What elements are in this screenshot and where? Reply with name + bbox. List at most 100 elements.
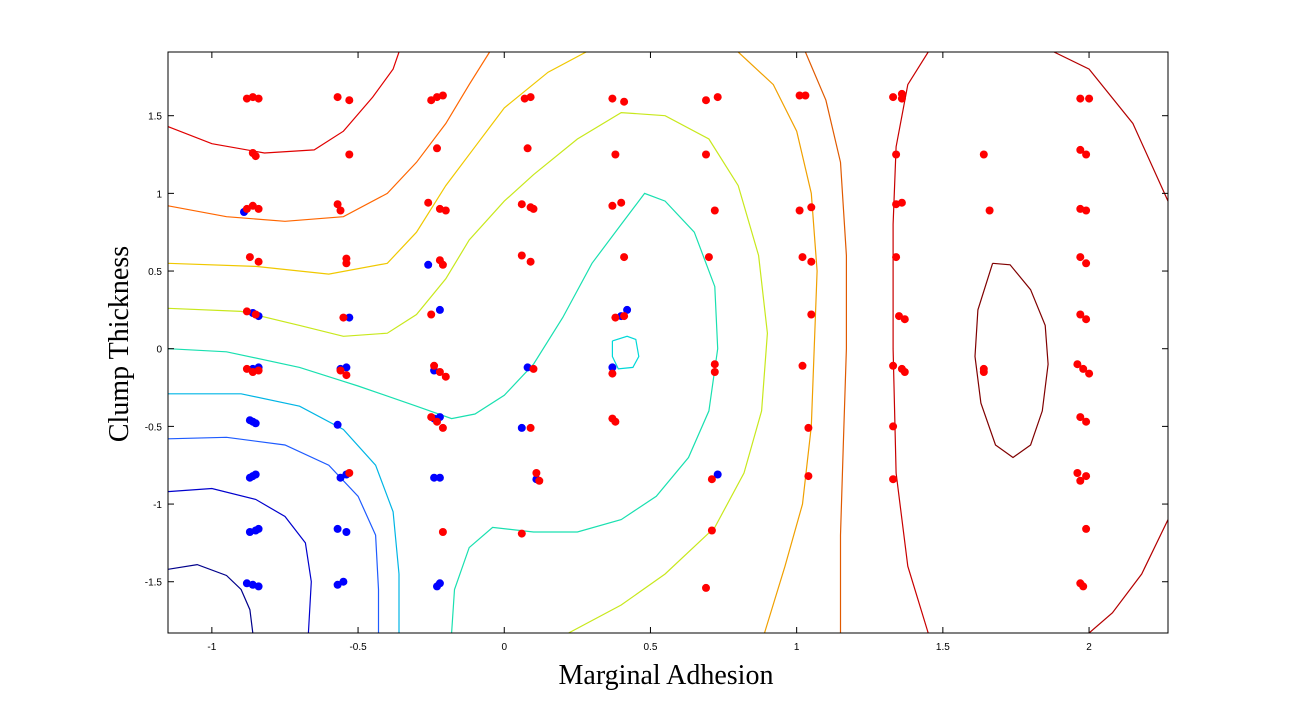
red-data-point bbox=[333, 200, 342, 209]
red-data-point bbox=[900, 368, 909, 376]
red-data-point bbox=[807, 257, 816, 266]
red-data-point bbox=[1076, 476, 1085, 485]
x-tick-label: -0.5 bbox=[349, 642, 367, 653]
red-data-point bbox=[889, 422, 898, 431]
red-data-point bbox=[1076, 253, 1085, 262]
blue-data-point bbox=[242, 579, 251, 588]
red-data-point bbox=[1082, 150, 1091, 159]
contour-line-11 bbox=[804, 52, 848, 633]
red-data-point bbox=[620, 253, 629, 262]
contour-line-16 bbox=[974, 262, 1049, 459]
blue-data-point bbox=[623, 305, 632, 314]
blue-data-point bbox=[245, 473, 254, 482]
red-data-point bbox=[889, 361, 898, 370]
contour-line-12 bbox=[168, 52, 400, 154]
red-data-point bbox=[900, 315, 909, 324]
red-data-point bbox=[713, 93, 722, 102]
red-data-point bbox=[339, 313, 348, 322]
red-data-point bbox=[254, 257, 263, 266]
contour-line-3 bbox=[168, 436, 380, 633]
red-data-point bbox=[251, 152, 260, 161]
red-data-point bbox=[707, 475, 716, 484]
red-data-point bbox=[535, 476, 544, 485]
y-tick-label: 0.5 bbox=[148, 267, 162, 278]
red-data-point bbox=[620, 312, 629, 321]
red-data-point bbox=[438, 423, 447, 432]
red-data-point bbox=[441, 206, 450, 215]
red-data-point bbox=[245, 253, 254, 262]
red-data-point bbox=[985, 206, 994, 215]
red-data-point bbox=[795, 91, 804, 100]
red-data-point bbox=[242, 364, 251, 373]
red-data-point bbox=[1082, 206, 1091, 215]
red-data-point bbox=[702, 150, 710, 159]
blue-data-point bbox=[336, 473, 345, 482]
contour-line-8 bbox=[168, 52, 587, 275]
red-data-point bbox=[523, 144, 532, 153]
red-data-point bbox=[424, 198, 433, 207]
blue-data-point bbox=[254, 524, 263, 533]
red-data-point bbox=[333, 93, 342, 102]
red-data-point bbox=[611, 417, 620, 426]
red-data-point bbox=[345, 150, 354, 159]
red-data-point bbox=[795, 206, 804, 215]
red-data-point bbox=[892, 253, 901, 262]
red-data-point bbox=[801, 91, 810, 100]
blue-data-point bbox=[713, 470, 722, 479]
red-data-point bbox=[608, 94, 617, 103]
red-data-point bbox=[897, 198, 906, 207]
red-data-point bbox=[702, 96, 710, 105]
red-data-point bbox=[608, 369, 617, 378]
red-data-point bbox=[242, 307, 251, 316]
red-data-point bbox=[342, 371, 351, 380]
blue-data-point bbox=[608, 363, 617, 372]
red-data-point bbox=[804, 472, 813, 481]
contour-line-7 bbox=[168, 111, 769, 633]
contour-line-10 bbox=[168, 52, 491, 222]
blue-data-point bbox=[333, 420, 342, 429]
red-data-point bbox=[807, 203, 816, 212]
blue-data-point bbox=[435, 305, 444, 314]
red-data-point bbox=[433, 144, 441, 153]
red-data-point bbox=[1082, 417, 1091, 426]
red-data-point bbox=[611, 150, 620, 159]
blue-data-point bbox=[435, 473, 444, 482]
red-data-point bbox=[889, 93, 898, 102]
blue-data-point bbox=[424, 260, 433, 269]
contour-line-5 bbox=[168, 192, 719, 633]
contour-layer bbox=[168, 52, 1168, 633]
blue-data-point bbox=[430, 473, 439, 482]
contour-line-13 bbox=[892, 52, 929, 633]
red-data-point bbox=[438, 91, 447, 100]
red-data-point bbox=[526, 93, 535, 102]
red-data-point bbox=[1082, 472, 1091, 481]
red-data-point bbox=[441, 372, 450, 381]
red-data-point bbox=[427, 310, 436, 319]
contour-line-1 bbox=[168, 563, 254, 633]
red-data-point bbox=[438, 260, 447, 269]
red-data-point bbox=[798, 253, 807, 262]
red-data-point bbox=[517, 200, 526, 209]
x-tick-label: 0.5 bbox=[644, 642, 658, 653]
blue-data-point bbox=[517, 423, 526, 432]
red-data-point bbox=[889, 475, 898, 484]
red-data-point bbox=[1085, 94, 1094, 103]
y-tick-label: 0 bbox=[156, 345, 162, 356]
red-data-point bbox=[526, 423, 535, 432]
contour-line-2 bbox=[168, 487, 312, 633]
red-data-point bbox=[336, 366, 345, 375]
red-data-point bbox=[804, 423, 813, 432]
plot-area bbox=[168, 52, 1168, 633]
red-data-point bbox=[517, 529, 526, 538]
x-tick-label: 0 bbox=[501, 642, 507, 653]
red-data-point bbox=[1076, 145, 1085, 154]
red-data-point bbox=[336, 206, 345, 215]
y-axis-title: Clump Thickness bbox=[104, 246, 135, 442]
red-data-point bbox=[430, 361, 439, 370]
contour-line-9 bbox=[737, 52, 818, 633]
red-data-point bbox=[435, 368, 444, 376]
red-data-point bbox=[617, 198, 626, 207]
blue-data-point bbox=[333, 524, 342, 533]
red-data-point bbox=[798, 361, 807, 370]
red-data-point bbox=[438, 528, 447, 536]
